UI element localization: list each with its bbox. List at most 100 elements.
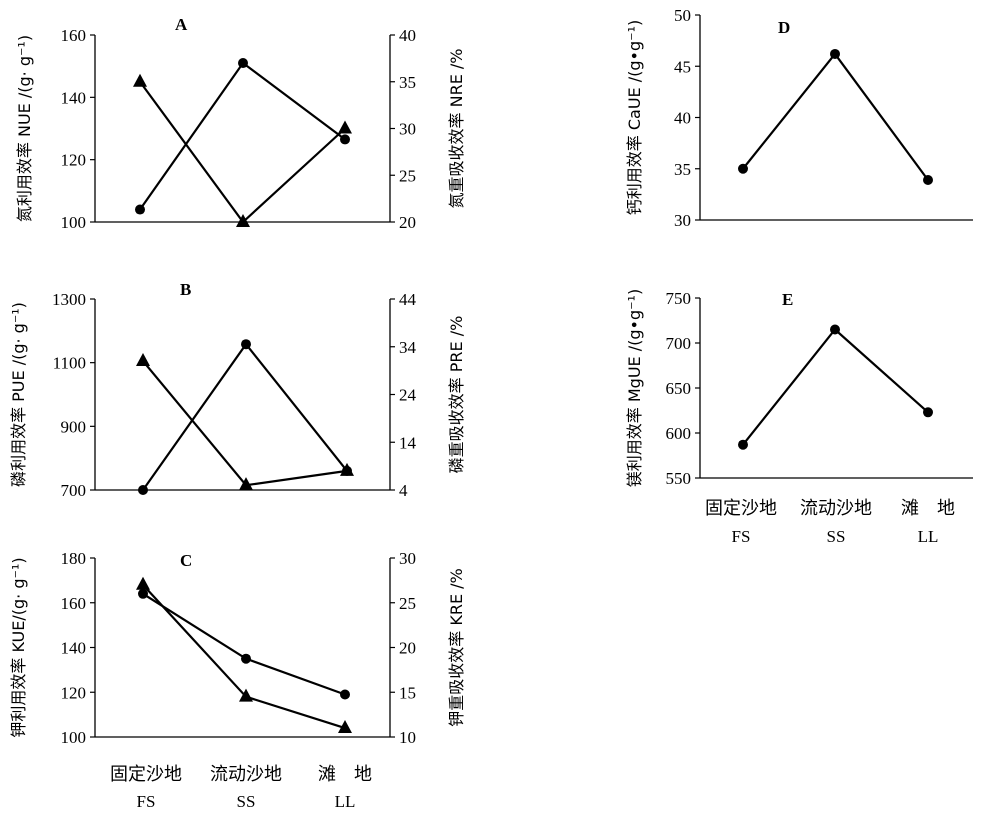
left-axis-title: 磷利用效率 PUE /(g· g⁻¹) [9,302,28,487]
point-kre [338,719,352,733]
right-tick-label: 10 [399,728,416,747]
right-tick-label: 30 [399,549,416,568]
point-caue [830,48,840,59]
point-pue [138,485,148,495]
point-kue [241,653,251,664]
right-tick-label: 25 [399,594,416,613]
left-axis-title: 镁利用效率 MgUE /(g•g⁻¹) [625,289,644,487]
point-nue [340,134,350,145]
category-label-abbr: FS [137,792,156,811]
left-tick-label: 140 [61,88,87,107]
panel-letter: D [778,18,790,37]
left-tick-label: 700 [666,334,692,353]
left-tick-label: 700 [61,481,87,500]
point-caue [738,163,748,174]
panel-a: 100 120 140 160 20 25 30 35 40 A 氮利用效率 NUE /(g· g⁻… [15,15,466,232]
panel-e: 550 600 650 700 750 E 镁利用效率 MgUE /(g•g⁻¹) [625,289,973,488]
right-tick-label: 30 [399,120,416,139]
category-label-cn: 固定沙地 [110,764,182,785]
category-label-cn: 流动沙地 [210,764,282,785]
right-axis-title: 钾重吸收效率 KRE /% [447,568,466,727]
series-line-nue [139,61,346,211]
left-tick-label: 550 [666,469,692,488]
category-label-abbr: LL [918,527,939,546]
panel-b: 700 900 1100 1300 4 14 24 34 44 B 磷利用效率 PUE /(g· g… [9,280,466,500]
point-kre [136,576,150,590]
right-tick-label: 15 [399,683,416,702]
right-tick-label: 4 [399,481,408,500]
left-tick-label: 50 [674,6,691,25]
left-tick-label: 100 [61,213,87,232]
category-label-abbr: SS [827,527,846,546]
left-tick-label: 120 [61,683,87,702]
right-tick-label: 40 [399,26,416,45]
panel-d: 30 35 40 45 50 D 钙利用效率 CaUE /(g•g⁻¹) [625,6,973,230]
series-line-nre [139,81,346,224]
left-tick-label: 160 [61,26,87,45]
right-tick-label: 34 [399,338,417,357]
category-label-cn: 滩 地 [901,498,955,519]
left-tick-label: 1100 [53,354,86,373]
left-tick-label: 45 [674,57,691,76]
series-line-kue [142,592,346,696]
left-tick-label: 1300 [52,290,86,309]
left-tick-label: 650 [666,379,692,398]
category-label-cn: 固定沙地 [705,498,777,519]
left-tick-label: 35 [674,160,691,179]
panel-letter: B [180,280,191,299]
left-tick-label: 600 [666,424,692,443]
point-mgue [738,439,748,450]
category-label-abbr: FS [732,527,751,546]
point-nue [238,58,248,69]
left-axis-title: 钾利用效率 KUE/(g· g⁻¹) [9,557,28,737]
right-axis-title: 氮重吸收效率 NRE /% [447,49,466,209]
point-pre [136,353,150,367]
point-nue [135,204,145,215]
right-tick-label: 44 [399,290,417,309]
point-pre [340,462,354,476]
panel-letter: E [782,290,793,309]
panel-c: 100 120 140 160 180 10 15 20 25 30 C 钾利用效率 KUE/(g· … [9,549,466,747]
right-tick-label: 20 [399,213,416,232]
point-mgue [923,407,933,418]
right-tick-label: 14 [399,433,417,452]
category-label-abbr: LL [335,792,356,811]
category-label-abbr: SS [237,792,256,811]
left-tick-label: 750 [666,289,692,308]
point-mgue [830,324,840,335]
right-tick-label: 24 [399,386,417,405]
left-tick-label: 120 [61,151,87,170]
series-line-caue [742,52,929,181]
category-label-cn: 流动沙地 [800,498,872,519]
series-line-pre [142,360,348,487]
series-line-pue [142,342,348,491]
left-tick-label: 40 [674,109,691,128]
right-tick-label: 35 [399,73,416,92]
left-tick-label: 100 [61,728,87,747]
point-caue [923,175,933,186]
point-kre [239,688,253,702]
point-pre [239,477,253,491]
point-kue [138,588,148,599]
right-tick-label: 20 [399,639,416,658]
point-kue [340,689,350,700]
right-tick-label: 25 [399,166,416,185]
point-pue [241,339,251,350]
point-nre [236,213,250,227]
left-tick-label: 140 [61,639,87,658]
left-tick-label: 180 [61,549,87,568]
series-line-mgue [742,327,929,446]
left-axis-title: 氮利用效率 NUE /(g· g⁻¹) [15,35,34,222]
point-nre [133,73,147,87]
x-category-left-group: 固定沙地 FS 流动沙地 SS 滩 地 LL [110,764,372,811]
panel-letter: A [175,15,188,34]
left-tick-label: 900 [61,417,87,436]
category-label-cn: 滩 地 [318,764,372,785]
left-tick-label: 30 [674,211,691,230]
panel-letter: C [180,551,192,570]
left-tick-label: 160 [61,594,87,613]
right-axis-title: 磷重吸收效率 PRE /% [447,316,466,474]
left-axis-title: 钙利用效率 CaUE /(g•g⁻¹) [625,20,644,215]
x-category-right-group: 固定沙地 FS 流动沙地 SS 滩 地 LL [705,498,955,546]
